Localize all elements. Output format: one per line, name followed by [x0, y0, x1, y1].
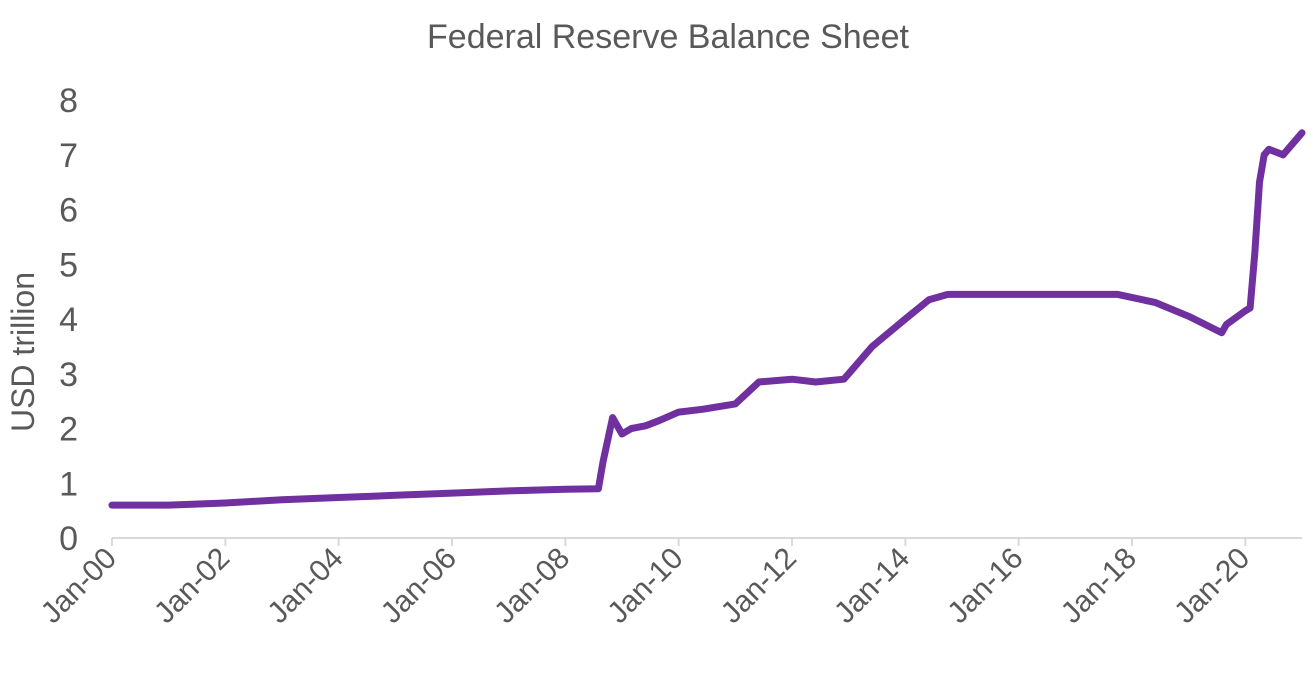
- x-axis: Jan-00 Jan-02 Jan-04 Jan-06 Jan-08 Jan-10 Jan-…: [35, 538, 1256, 630]
- y-tick-label: 3: [59, 356, 78, 394]
- x-tick-label: Jan-14: [828, 542, 916, 630]
- y-axis-label: USD trillion: [5, 272, 41, 432]
- x-tick-label: Jan-10: [601, 542, 689, 630]
- y-tick-label: 4: [59, 301, 78, 339]
- series-line-0: [108, 129, 1306, 509]
- y-tick-label: 2: [59, 411, 78, 449]
- x-tick-label: Jan-00: [35, 542, 123, 630]
- x-tick-label: Jan-16: [941, 542, 1029, 630]
- x-tick-label: Jan-12: [715, 542, 803, 630]
- x-tick-label: Jan-18: [1055, 542, 1143, 630]
- chart-title: Federal Reserve Balance Sheet: [427, 18, 909, 56]
- y-tick-label: 5: [59, 246, 78, 284]
- x-tick-label: Jan-02: [148, 542, 236, 630]
- plot-area: [108, 129, 1306, 509]
- y-tick-label: 1: [59, 465, 78, 503]
- x-tick-label: Jan-06: [375, 542, 463, 630]
- y-tick-label: 0: [59, 520, 78, 558]
- x-tick-label: Jan-04: [261, 542, 349, 630]
- y-tick-label: 7: [59, 137, 78, 175]
- y-tick-label: 8: [59, 82, 78, 120]
- x-tick-label: Jan-08: [488, 542, 576, 630]
- y-tick-label: 6: [59, 192, 78, 230]
- y-axis: 0 1 2 3 4 5 6 7 8: [59, 82, 78, 558]
- x-tick-label: Jan-20: [1168, 542, 1256, 630]
